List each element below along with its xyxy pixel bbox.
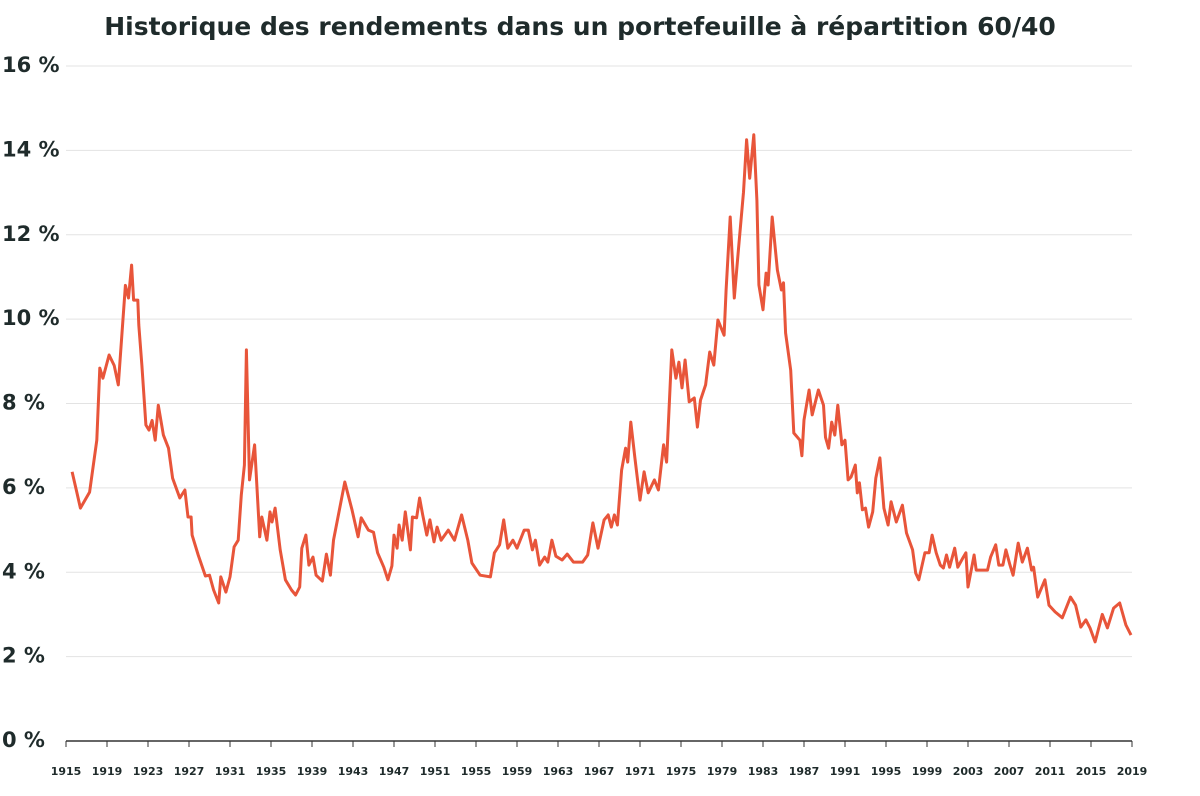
x-tick-label: 1915 bbox=[51, 765, 82, 778]
x-tick-label: 2015 bbox=[1076, 765, 1107, 778]
y-tick-label: 16 % bbox=[2, 53, 60, 77]
x-tick-label: 1955 bbox=[461, 765, 492, 778]
x-tick-label: 1991 bbox=[830, 765, 861, 778]
y-tick-label: 4 % bbox=[2, 559, 45, 583]
x-tick-label: 1947 bbox=[379, 765, 410, 778]
x-tick-label: 1971 bbox=[625, 765, 656, 778]
x-tick-label: 1963 bbox=[543, 765, 574, 778]
x-tick-label: 2003 bbox=[953, 765, 984, 778]
y-tick-label: 10 % bbox=[2, 306, 60, 330]
y-tick-label: 12 % bbox=[2, 222, 60, 246]
x-tick-label: 1939 bbox=[297, 765, 328, 778]
y-tick-label: 14 % bbox=[2, 137, 60, 161]
x-tick-label: 1951 bbox=[420, 765, 451, 778]
chart-title: Historique des rendements dans un portef… bbox=[104, 12, 1056, 41]
line-series bbox=[70, 133, 1133, 644]
x-tick-label: 1983 bbox=[748, 765, 779, 778]
x-tick-label: 1979 bbox=[707, 765, 738, 778]
x-tick-label: 1935 bbox=[256, 765, 287, 778]
x-tick-label: 1975 bbox=[666, 765, 697, 778]
x-tick-label: 2011 bbox=[1035, 765, 1066, 778]
x-tick-label: 2007 bbox=[994, 765, 1025, 778]
x-tick-label: 1927 bbox=[174, 765, 205, 778]
y-tick-label: 6 % bbox=[2, 475, 45, 499]
x-tick-label: 1959 bbox=[502, 765, 533, 778]
y-tick-label: 8 % bbox=[2, 391, 45, 415]
x-tick-label: 1943 bbox=[338, 765, 369, 778]
x-tick-label: 1967 bbox=[584, 765, 615, 778]
x-tick-label: 1995 bbox=[871, 765, 902, 778]
x-tick-label: 1931 bbox=[215, 765, 246, 778]
x-tick-label: 1919 bbox=[92, 765, 123, 778]
x-tick-label: 2019 bbox=[1117, 765, 1148, 778]
y-tick-label: 2 % bbox=[2, 644, 45, 668]
x-tick-label: 1923 bbox=[133, 765, 164, 778]
x-tick-label: 1999 bbox=[912, 765, 943, 778]
y-tick-label: 0 % bbox=[2, 728, 45, 752]
x-tick-label: 1987 bbox=[789, 765, 820, 778]
